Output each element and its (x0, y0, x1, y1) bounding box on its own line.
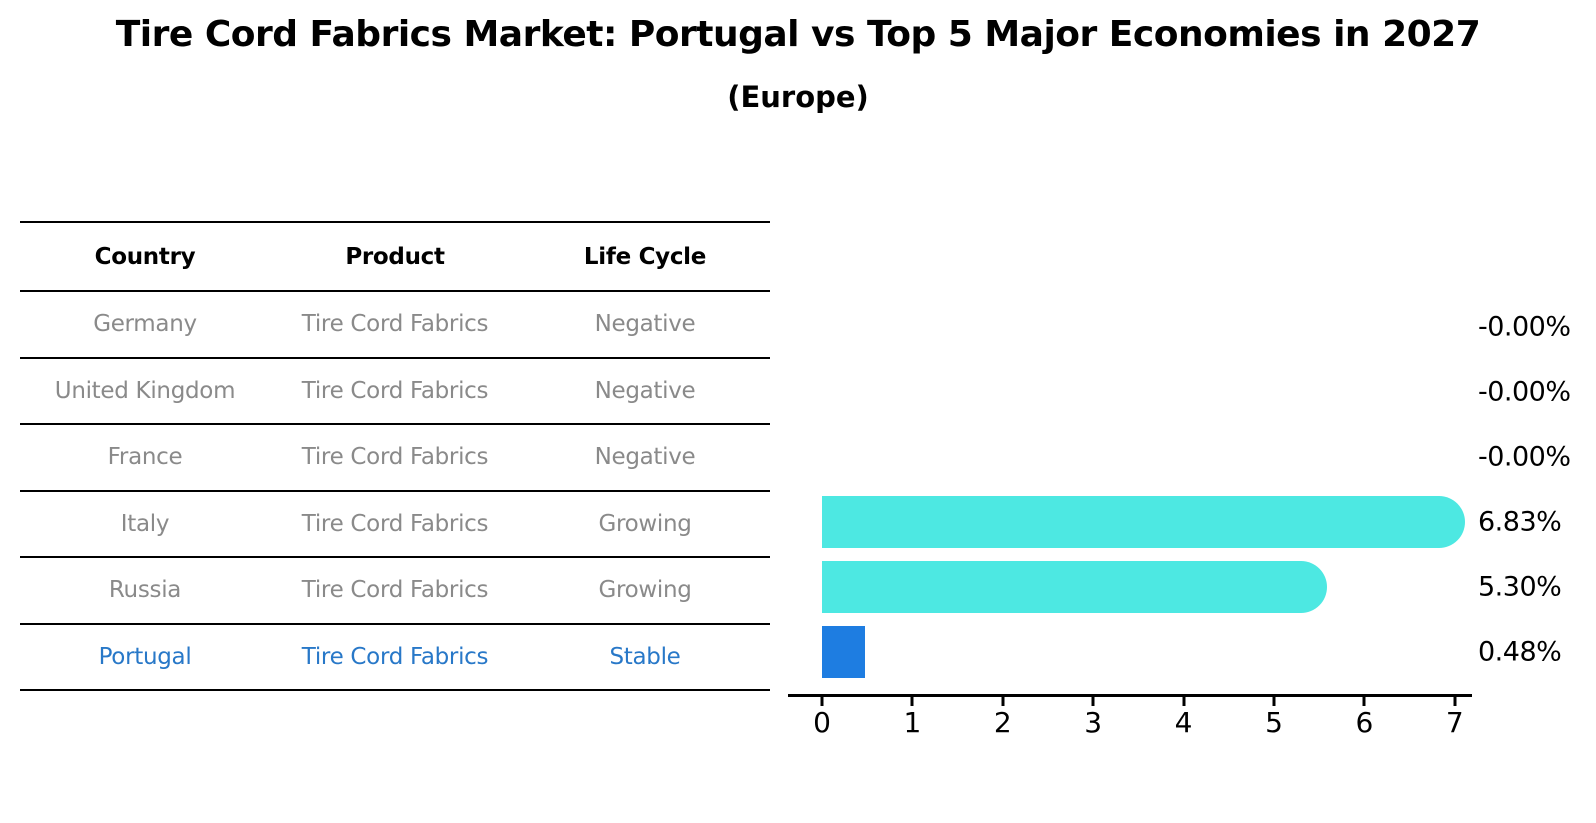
x-axis-tick-label: 1 (903, 706, 922, 739)
cell-life-cycle: Negative (594, 444, 696, 471)
cell-country: Portugal (98, 643, 192, 670)
cell-product: Tire Cord Fabrics (301, 311, 489, 338)
cell-product: Tire Cord Fabrics (301, 643, 489, 670)
table-row: United Kingdom Tire Cord Fabrics Negative (20, 359, 770, 425)
cell-country: Germany (93, 311, 197, 338)
bar-italy (822, 496, 1466, 548)
x-axis-tick-label: 2 (993, 706, 1012, 739)
cell-life-cycle: Growing (598, 510, 692, 537)
x-axis-tick-label: 4 (1174, 706, 1193, 739)
x-axis-tick-label: 5 (1265, 706, 1283, 739)
table-row: Portugal Tire Cord Fabrics Stable (20, 625, 770, 691)
table-row: Germany Tire Cord Fabrics Negative (20, 292, 770, 359)
country-table: Country Product Life Cycle Germany Tire Cord… (20, 221, 770, 691)
x-axis-tick-label: 7 (1445, 706, 1464, 739)
x-axis-tick (1272, 697, 1276, 706)
x-axis-tick (1453, 697, 1457, 706)
value-label: -0.00% (1478, 441, 1571, 473)
bar-russia (822, 561, 1328, 613)
cell-life-cycle: Growing (598, 577, 692, 604)
cell-life-cycle: Negative (594, 311, 696, 338)
value-label: -0.00% (1478, 376, 1571, 408)
cell-life-cycle: Negative (594, 377, 696, 404)
table-row: Italy Tire Cord Fabrics Growing (20, 492, 770, 558)
x-axis-tick (910, 697, 914, 706)
table-header-product: Product (345, 243, 445, 270)
cell-product: Tire Cord Fabrics (301, 377, 489, 404)
page-title: Tire Cord Fabrics Market: Portugal vs To… (115, 14, 1481, 55)
table-header-row: Country Product Life Cycle (20, 223, 770, 292)
cell-country: France (107, 444, 183, 471)
table-header-country: Country (94, 243, 196, 270)
cell-country: United Kingdom (54, 377, 236, 404)
x-axis-tick (1091, 697, 1095, 706)
x-axis-tick (1362, 697, 1366, 706)
x-axis-tick (1001, 697, 1005, 706)
x-axis-tick-label: 0 (813, 706, 831, 739)
x-axis-tick-label: 3 (1084, 706, 1103, 739)
cell-product: Tire Cord Fabrics (301, 444, 489, 471)
bar-portugal (822, 626, 866, 678)
value-label: 5.30% (1478, 571, 1562, 603)
cell-product: Tire Cord Fabrics (301, 577, 489, 604)
cell-product: Tire Cord Fabrics (301, 510, 489, 537)
table-row: Russia Tire Cord Fabrics Growing (20, 558, 770, 625)
value-label: -0.00% (1478, 311, 1571, 343)
x-axis-line (788, 694, 1472, 697)
cell-country: Russia (108, 577, 182, 604)
page-subtitle: (Europe) (727, 80, 869, 114)
x-axis-tick-label: 6 (1355, 706, 1374, 739)
x-axis-tick (820, 697, 824, 706)
value-label: 6.83% (1478, 506, 1562, 538)
table-row: France Tire Cord Fabrics Negative (20, 425, 770, 492)
x-axis-tick (1182, 697, 1186, 706)
value-label: 0.48% (1478, 636, 1562, 668)
cell-life-cycle: Stable (609, 643, 681, 670)
cell-country: Italy (120, 510, 170, 537)
table-header-life-cycle: Life Cycle (583, 243, 707, 270)
